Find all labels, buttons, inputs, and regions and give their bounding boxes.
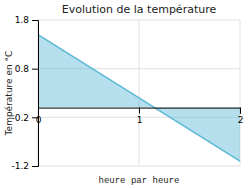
line (38, 35, 240, 162)
tick-label: 0.8 (15, 64, 30, 74)
title: Evolution de la température (62, 3, 217, 16)
tick: 0.8 (15, 64, 38, 74)
tick: -0.2 (11, 113, 38, 123)
x-axis-title: heure par heure (98, 176, 179, 186)
y-axis-title: Température en °C (4, 51, 14, 137)
tick-mark (240, 108, 241, 114)
grid-line (139, 20, 140, 166)
tick-mark (139, 108, 140, 114)
x-axis: 0 1 2 (36, 108, 244, 125)
tick-mark (38, 108, 39, 114)
area (38, 35, 240, 162)
tick: 1 (137, 108, 143, 125)
tick-mark (32, 69, 38, 70)
tick: 1.8 (15, 15, 38, 25)
axis-line (32, 21, 39, 167)
tick-label: 1.8 (15, 15, 30, 25)
tick-mark (32, 166, 38, 167)
plot-area (38, 35, 240, 162)
tick-label: 1 (137, 115, 143, 125)
chart: -1.2 -0.2 0.8 1.8 0 1 2 Evolution de la tempéra… (0, 0, 250, 188)
tick-label: 2 (238, 115, 244, 125)
grid-line (38, 20, 240, 21)
grid-line (38, 166, 240, 167)
grid (38, 20, 240, 166)
tick-mark (32, 20, 38, 21)
chart-container: -1.2 -0.2 0.8 1.8 0 1 2 Evolution de la tempéra… (0, 0, 250, 188)
tick: -1.2 (11, 161, 38, 171)
tick-label: -1.2 (11, 161, 29, 171)
tick: 2 (238, 108, 244, 125)
tick: 0 (36, 108, 42, 125)
y-axis: -1.2 -0.2 0.8 1.8 (11, 15, 38, 171)
tick-label: -0.2 (11, 113, 29, 123)
axis-line (39, 108, 241, 114)
tick-label: 0 (36, 115, 42, 125)
